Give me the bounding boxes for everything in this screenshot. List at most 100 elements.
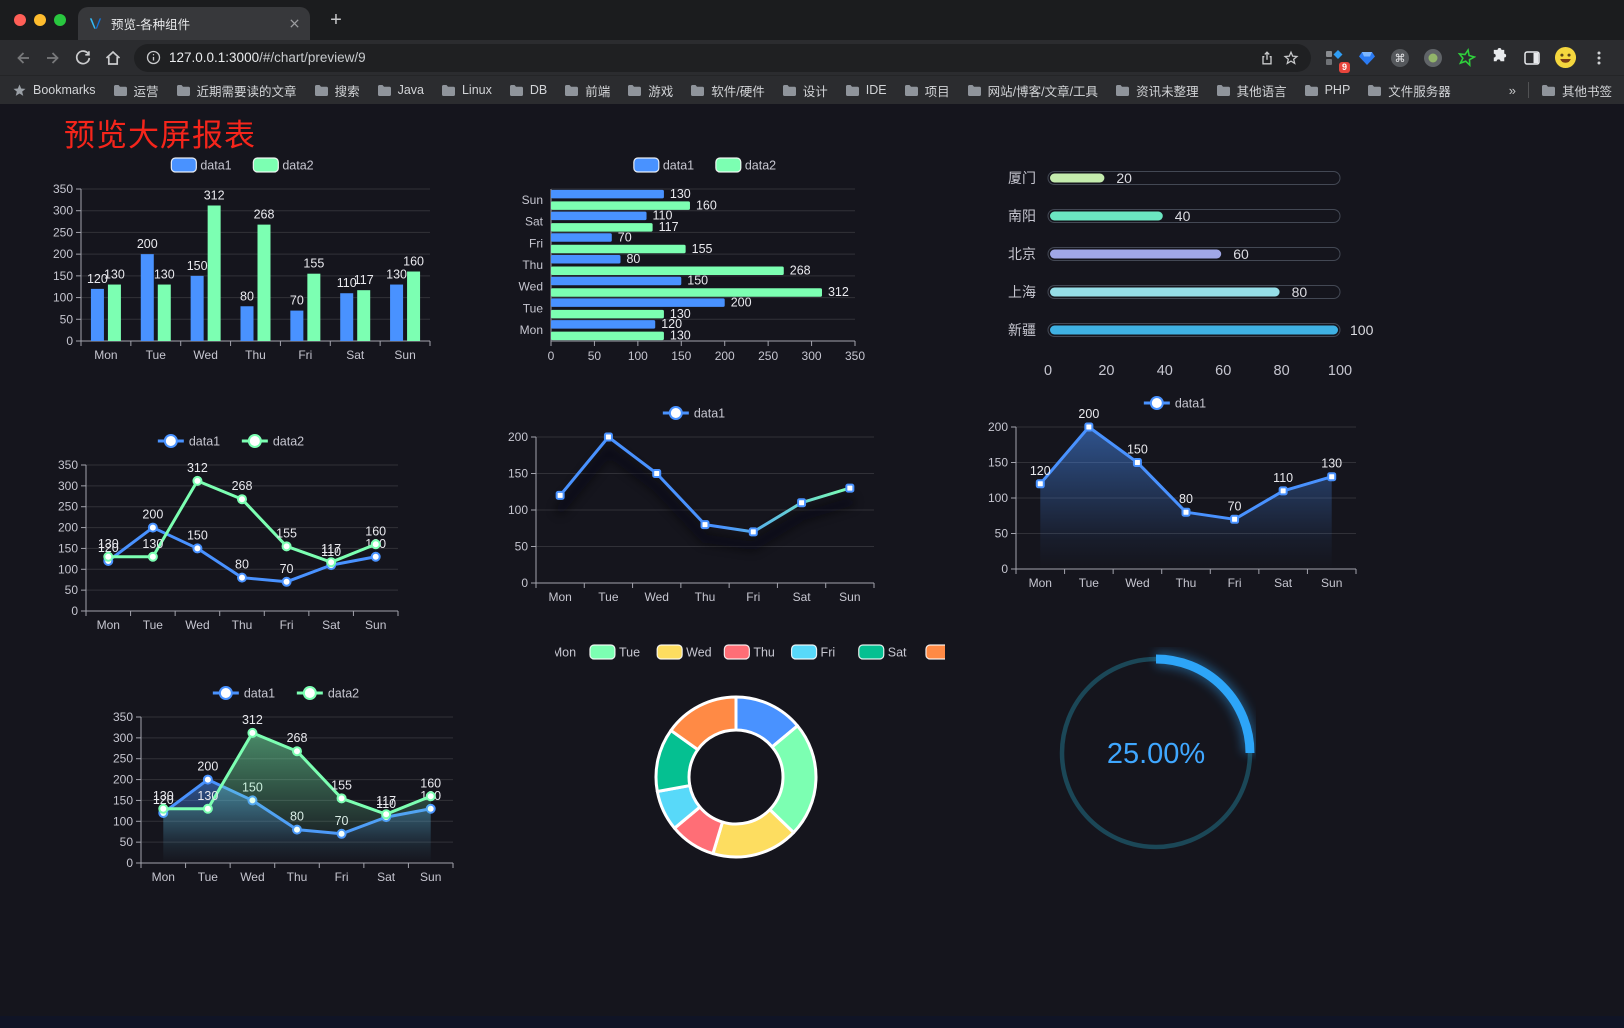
window-zoom-button[interactable] <box>54 14 66 26</box>
svg-text:117: 117 <box>659 220 679 234</box>
share-icon[interactable] <box>1259 50 1275 66</box>
site-info-icon[interactable] <box>146 50 161 65</box>
svg-text:50: 50 <box>515 540 529 554</box>
recorder-extension-icon[interactable] <box>1422 47 1444 69</box>
bookmark-folder[interactable]: Linux <box>441 83 492 97</box>
svg-text:80: 80 <box>235 558 249 572</box>
svg-text:350: 350 <box>58 458 78 472</box>
svg-text:data1: data1 <box>189 435 220 449</box>
menu-kebab-button[interactable] <box>1588 47 1610 69</box>
bookmark-folder[interactable]: 文件服务器 <box>1367 81 1451 100</box>
gem-extension-icon[interactable] <box>1356 47 1378 69</box>
svg-text:200: 200 <box>142 508 163 522</box>
command-extension-icon[interactable]: ⌘ <box>1389 47 1411 69</box>
svg-text:data1: data1 <box>244 687 275 701</box>
svg-text:100: 100 <box>508 503 528 517</box>
svg-text:130: 130 <box>142 537 163 551</box>
svg-text:上海: 上海 <box>1008 284 1036 300</box>
reload-button[interactable] <box>68 44 98 72</box>
bookmark-folder[interactable]: 设计 <box>782 81 828 100</box>
svg-text:Mon: Mon <box>94 348 117 362</box>
bookmark-folder[interactable]: 前端 <box>564 81 610 100</box>
browser-tab[interactable]: 预览-各种组件 <box>78 7 310 40</box>
svg-text:20: 20 <box>1116 170 1132 186</box>
svg-text:Tue: Tue <box>198 870 219 884</box>
back-button[interactable] <box>8 44 38 72</box>
svg-text:150: 150 <box>1127 443 1148 457</box>
svg-text:100: 100 <box>58 562 78 576</box>
svg-text:130: 130 <box>197 789 218 803</box>
bookmark-folder[interactable]: 项目 <box>904 81 950 100</box>
chart-bar-grouped[interactable]: 0 50 100 150 200 250 300 350 Mon Tue Wed Thu Fri Sat S… <box>45 149 440 367</box>
svg-text:Mon: Mon <box>1029 576 1052 590</box>
bookmark-folder[interactable]: IDE <box>845 83 887 97</box>
bookmark-folder-label: 资讯未整理 <box>1136 84 1199 99</box>
svg-text:70: 70 <box>1228 499 1242 513</box>
svg-text:data1: data1 <box>1175 397 1206 411</box>
svg-text:130: 130 <box>104 268 125 282</box>
side-panel-button[interactable] <box>1521 47 1543 69</box>
svg-text:80: 80 <box>240 289 254 303</box>
bookmark-folder-label: 其他语言 <box>1236 84 1287 99</box>
svg-text:data2: data2 <box>282 159 313 173</box>
bookmark-folder[interactable]: 游戏 <box>627 81 673 100</box>
home-button[interactable] <box>98 44 128 72</box>
chart-bar-horizontal[interactable]: 0 50 100 150 200 250 300 350 Mon 120 130 Tue 200 130 W… <box>505 149 905 369</box>
bookmark-folder[interactable]: 搜索 <box>314 81 360 100</box>
svg-text:Sat: Sat <box>346 348 365 362</box>
bookmark-folder[interactable]: 其他语言 <box>1216 81 1287 100</box>
svg-text:100: 100 <box>1328 363 1352 379</box>
svg-text:data2: data2 <box>745 159 776 173</box>
svg-text:130: 130 <box>1321 457 1342 471</box>
other-bookmarks-label: 其他书签 <box>1561 84 1612 99</box>
svg-text:Thu: Thu <box>1176 576 1197 590</box>
bookmark-folder[interactable]: 软件/硬件 <box>690 81 765 100</box>
tab-favicon-icon <box>88 16 103 31</box>
other-bookmarks-folder[interactable]: 其他书签 <box>1541 81 1612 100</box>
svg-text:data1: data1 <box>694 407 725 421</box>
green-star-extension-icon[interactable] <box>1455 47 1477 69</box>
window-minimize-button[interactable] <box>34 14 46 26</box>
svg-text:Thu: Thu <box>695 590 716 604</box>
puzzle-extensions-button[interactable] <box>1488 47 1510 69</box>
forward-button[interactable] <box>38 44 68 72</box>
svg-text:150: 150 <box>53 269 73 283</box>
chart-line-two[interactable]: 0 50 100 150 200 250 300 350 Mon Tue Wed Thu Fri Sat S… <box>48 425 414 637</box>
svg-text:Tue: Tue <box>598 590 619 604</box>
svg-text:80: 80 <box>1179 492 1193 506</box>
svg-text:350: 350 <box>113 710 133 724</box>
chart-line-gradient[interactable]: 0 50 100 150 200 Mon Tue Wed Thu Fri Sat Sun data1 <box>498 397 890 609</box>
bookmarks-overflow-button[interactable]: » <box>1508 82 1516 98</box>
chart-area-single[interactable]: 0 50 100 150 200 Mon Tue Wed Thu Fri Sat Sun 120 200 1… <box>978 387 1372 595</box>
window-close-button[interactable] <box>14 14 26 26</box>
bookmark-folder-label: 设计 <box>802 84 828 99</box>
svg-text:100: 100 <box>53 291 73 305</box>
bookmark-folder[interactable]: DB <box>509 83 547 97</box>
chart-gauge[interactable]: 25.00% <box>1056 647 1258 855</box>
bookmark-folder[interactable]: Java <box>377 83 424 97</box>
bookmark-folder[interactable]: 运营 <box>113 81 159 100</box>
svg-text:117: 117 <box>354 273 374 287</box>
svg-text:150: 150 <box>187 259 208 273</box>
url-host: 127.0.0.1:3000 <box>169 50 260 65</box>
svg-text:300: 300 <box>53 204 73 218</box>
chart-capsule[interactable]: 厦门 20 南阳 40 北京 60 上海 80 新疆 100 0 20 40 60 80 100 <box>990 151 1385 383</box>
svg-text:0: 0 <box>71 604 78 618</box>
chart-area-two[interactable]: 0 50 100 150 200 250 300 350 Mon Tue Wed Thu Fri Sat S… <box>103 677 469 889</box>
svg-text:100: 100 <box>988 491 1008 505</box>
profile-avatar[interactable] <box>1554 46 1577 69</box>
new-tab-button[interactable]: + <box>330 8 342 31</box>
bookmark-folder[interactable]: PHP <box>1304 83 1350 97</box>
address-bar[interactable]: 127.0.0.1:3000/#/chart/preview/9 <box>134 43 1311 72</box>
bookmark-folder[interactable]: 近期需要读的文章 <box>176 81 297 100</box>
svg-text:110: 110 <box>337 276 357 290</box>
bookmarks-star-item[interactable]: Bookmarks <box>12 83 96 98</box>
bookmark-star-icon[interactable] <box>1283 50 1299 66</box>
svg-text:0: 0 <box>66 334 73 348</box>
bookmark-folder[interactable]: 网站/博客/文章/工具 <box>967 81 1098 100</box>
bookmark-folder[interactable]: 资讯未整理 <box>1115 81 1199 100</box>
svg-text:160: 160 <box>403 255 424 269</box>
tab-close-icon[interactable] <box>289 18 300 29</box>
extension-grid-icon[interactable]: 9 <box>1323 47 1350 73</box>
